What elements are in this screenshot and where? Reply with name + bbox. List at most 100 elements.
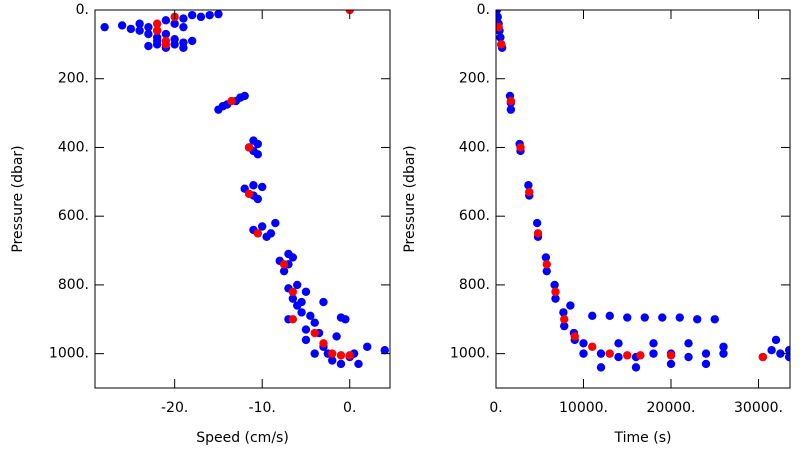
point bbox=[336, 351, 346, 360]
point bbox=[284, 249, 293, 259]
point bbox=[328, 356, 337, 365]
point bbox=[310, 328, 319, 338]
y-tick-label: 600. bbox=[58, 208, 89, 224]
point bbox=[636, 351, 645, 360]
point bbox=[187, 36, 197, 46]
point bbox=[496, 12, 502, 22]
point bbox=[244, 143, 254, 152]
point bbox=[579, 339, 588, 348]
point bbox=[559, 308, 568, 317]
point bbox=[658, 313, 667, 322]
point bbox=[279, 266, 289, 276]
point bbox=[152, 40, 162, 49]
y-tick-label: 1000. bbox=[450, 346, 490, 362]
plot-frame bbox=[94, 9, 391, 389]
x-tick-label: -10. bbox=[249, 400, 276, 416]
point bbox=[253, 194, 263, 204]
point bbox=[152, 33, 162, 42]
y-tick-label: 0. bbox=[477, 2, 490, 18]
point bbox=[631, 363, 641, 372]
x-tick-label: 0. bbox=[343, 400, 356, 416]
point bbox=[605, 311, 614, 321]
point bbox=[560, 321, 569, 331]
point bbox=[666, 351, 676, 360]
point bbox=[205, 10, 214, 20]
point bbox=[117, 21, 127, 30]
point bbox=[675, 313, 684, 322]
point bbox=[666, 359, 676, 369]
y-tick-label: 800. bbox=[58, 277, 89, 293]
point bbox=[332, 332, 341, 341]
point bbox=[152, 26, 162, 35]
point bbox=[758, 352, 768, 362]
point bbox=[776, 349, 785, 358]
point bbox=[560, 315, 569, 324]
point bbox=[144, 29, 153, 39]
point bbox=[253, 229, 263, 238]
point bbox=[187, 10, 197, 20]
point bbox=[570, 332, 579, 341]
point bbox=[249, 181, 258, 190]
point bbox=[161, 29, 171, 39]
point bbox=[126, 24, 136, 34]
point bbox=[588, 342, 597, 351]
point bbox=[144, 41, 153, 51]
point bbox=[614, 352, 623, 362]
point bbox=[345, 351, 354, 360]
point bbox=[253, 150, 263, 159]
x-axis-label: Time (s) bbox=[614, 430, 672, 446]
point bbox=[293, 280, 302, 290]
y-tick-label: 200. bbox=[58, 71, 89, 87]
point bbox=[301, 335, 311, 345]
point bbox=[152, 19, 162, 28]
point bbox=[566, 301, 575, 310]
point bbox=[649, 349, 658, 358]
point bbox=[240, 91, 249, 101]
point bbox=[179, 14, 188, 23]
point bbox=[640, 313, 649, 322]
point bbox=[516, 143, 525, 152]
point bbox=[719, 342, 728, 351]
point bbox=[767, 346, 776, 355]
point bbox=[271, 218, 280, 228]
y-tick-label: 200. bbox=[459, 71, 490, 87]
point bbox=[341, 315, 350, 324]
point bbox=[588, 311, 597, 321]
point bbox=[170, 35, 179, 44]
x-tick-label: 10000. bbox=[559, 400, 608, 416]
x-tick-label: 30000. bbox=[734, 400, 783, 416]
point bbox=[161, 40, 171, 49]
point bbox=[542, 266, 551, 276]
point bbox=[719, 349, 728, 358]
y-tick-label: 800. bbox=[459, 277, 490, 293]
point bbox=[319, 297, 328, 307]
point bbox=[596, 349, 606, 358]
point bbox=[196, 12, 206, 22]
point bbox=[710, 315, 719, 324]
point bbox=[214, 10, 223, 19]
point bbox=[380, 346, 389, 355]
x-tick-label: 20000. bbox=[647, 400, 696, 416]
point bbox=[497, 40, 506, 49]
point bbox=[649, 339, 658, 348]
point bbox=[179, 22, 188, 32]
point bbox=[336, 359, 346, 369]
point bbox=[524, 181, 533, 190]
point bbox=[525, 187, 534, 197]
point bbox=[614, 339, 623, 348]
point bbox=[161, 16, 171, 25]
point bbox=[550, 280, 559, 290]
point bbox=[288, 287, 298, 296]
point bbox=[297, 308, 306, 317]
point bbox=[144, 22, 153, 32]
point bbox=[301, 325, 311, 334]
point bbox=[701, 359, 711, 369]
point bbox=[354, 359, 363, 369]
point bbox=[623, 313, 632, 322]
point bbox=[279, 260, 289, 269]
point bbox=[784, 346, 790, 355]
point bbox=[288, 294, 298, 303]
point bbox=[244, 189, 254, 199]
point bbox=[310, 349, 319, 358]
point bbox=[693, 315, 702, 324]
